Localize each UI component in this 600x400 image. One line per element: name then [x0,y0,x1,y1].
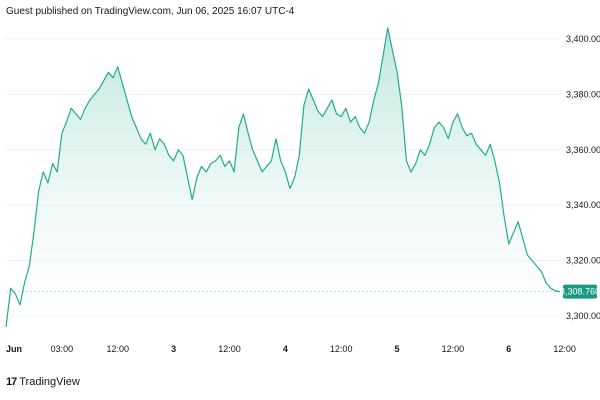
last-price-badge [563,284,597,299]
y-tick-label: 3,340.000 [566,200,600,210]
x-tick-label: Jun [6,344,22,354]
x-tick-label: 12:00 [330,344,353,354]
brand-name: TradingView [19,376,80,388]
x-tick-label: 3 [171,344,176,354]
last-price-label: 3,308.760 [560,287,600,297]
area-fill [6,28,560,338]
y-tick-label: 3,400.000 [566,34,600,44]
x-tick-label: 12:00 [218,344,241,354]
y-tick-label: 3,360.000 [566,145,600,155]
published-header: Guest published on TradingView.com, Jun … [6,6,295,17]
x-axis: Jun 03:00 12:00 3 12:00 4 12:00 5 12:00 6 12:00 [6,344,576,354]
tradingview-logo-icon: 17 [6,376,17,388]
y-tick-label: 3,320.000 [566,256,600,266]
price-line [5,27,561,327]
x-tick-label: 5 [395,344,400,354]
x-tick-label: 03:00 [51,344,74,354]
y-tick-label: 3,380.000 [566,89,600,99]
x-tick-label: 12:00 [442,344,465,354]
tradingview-brand[interactable]: 17 TradingView [6,376,80,388]
area-series [5,27,561,338]
x-tick-label: 6 [506,344,511,354]
x-tick-label: 4 [283,344,288,354]
y-tick-label: 3,300.000 [566,311,600,321]
y-axis: 3,300.000 3,320.000 3,340.000 3,360.000 3,38… [566,34,600,321]
x-tick-label: 12:00 [553,344,576,354]
x-tick-label: 12:00 [106,344,129,354]
last-price-marker: 3,308.760 [6,284,600,299]
